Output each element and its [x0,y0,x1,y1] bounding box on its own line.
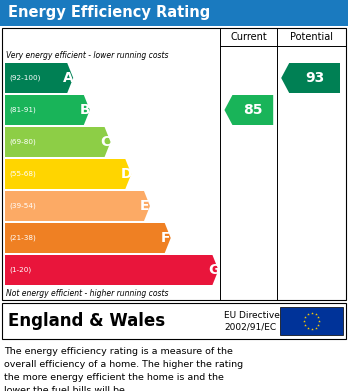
Text: Potential: Potential [290,32,333,42]
Bar [280,307,343,335]
Text: (1-20): (1-20) [9,267,31,273]
Text: B: B [79,103,90,117]
Text: Energy Efficiency Rating: Energy Efficiency Rating [8,5,210,20]
Text: England & Wales: England & Wales [8,312,165,330]
Polygon shape [5,223,171,253]
Text: 2002/91/EC: 2002/91/EC [224,323,277,332]
Polygon shape [5,95,90,125]
Bar [0,0,348,26]
Bar [2,28,346,300]
Text: EU Directive: EU Directive [224,310,280,319]
Text: A: A [63,71,74,85]
Text: 93: 93 [305,71,324,85]
Polygon shape [5,255,219,285]
Text: (21-38): (21-38) [9,235,36,241]
Text: Not energy efficient - higher running costs: Not energy efficient - higher running co… [6,289,168,298]
Polygon shape [224,95,273,125]
Text: D: D [120,167,132,181]
Text: The energy efficiency rating is a measure of the
overall efficiency of a home. T: The energy efficiency rating is a measur… [4,347,243,391]
Polygon shape [5,63,73,93]
Text: Very energy efficient - lower running costs: Very energy efficient - lower running co… [6,52,168,61]
Text: Current: Current [230,32,267,42]
Text: (81-91): (81-91) [9,107,36,113]
Text: C: C [101,135,111,149]
Text: E: E [140,199,150,213]
Text: (55-68): (55-68) [9,171,36,177]
Polygon shape [281,63,340,93]
Text: G: G [208,263,219,277]
Bar [2,303,346,339]
Text: 85: 85 [243,103,263,117]
Text: (69-80): (69-80) [9,139,36,145]
Polygon shape [5,191,150,221]
Polygon shape [5,127,111,157]
Text: (39-54): (39-54) [9,203,36,209]
Polygon shape [5,159,131,189]
Text: (92-100): (92-100) [9,75,40,81]
Text: F: F [161,231,171,245]
